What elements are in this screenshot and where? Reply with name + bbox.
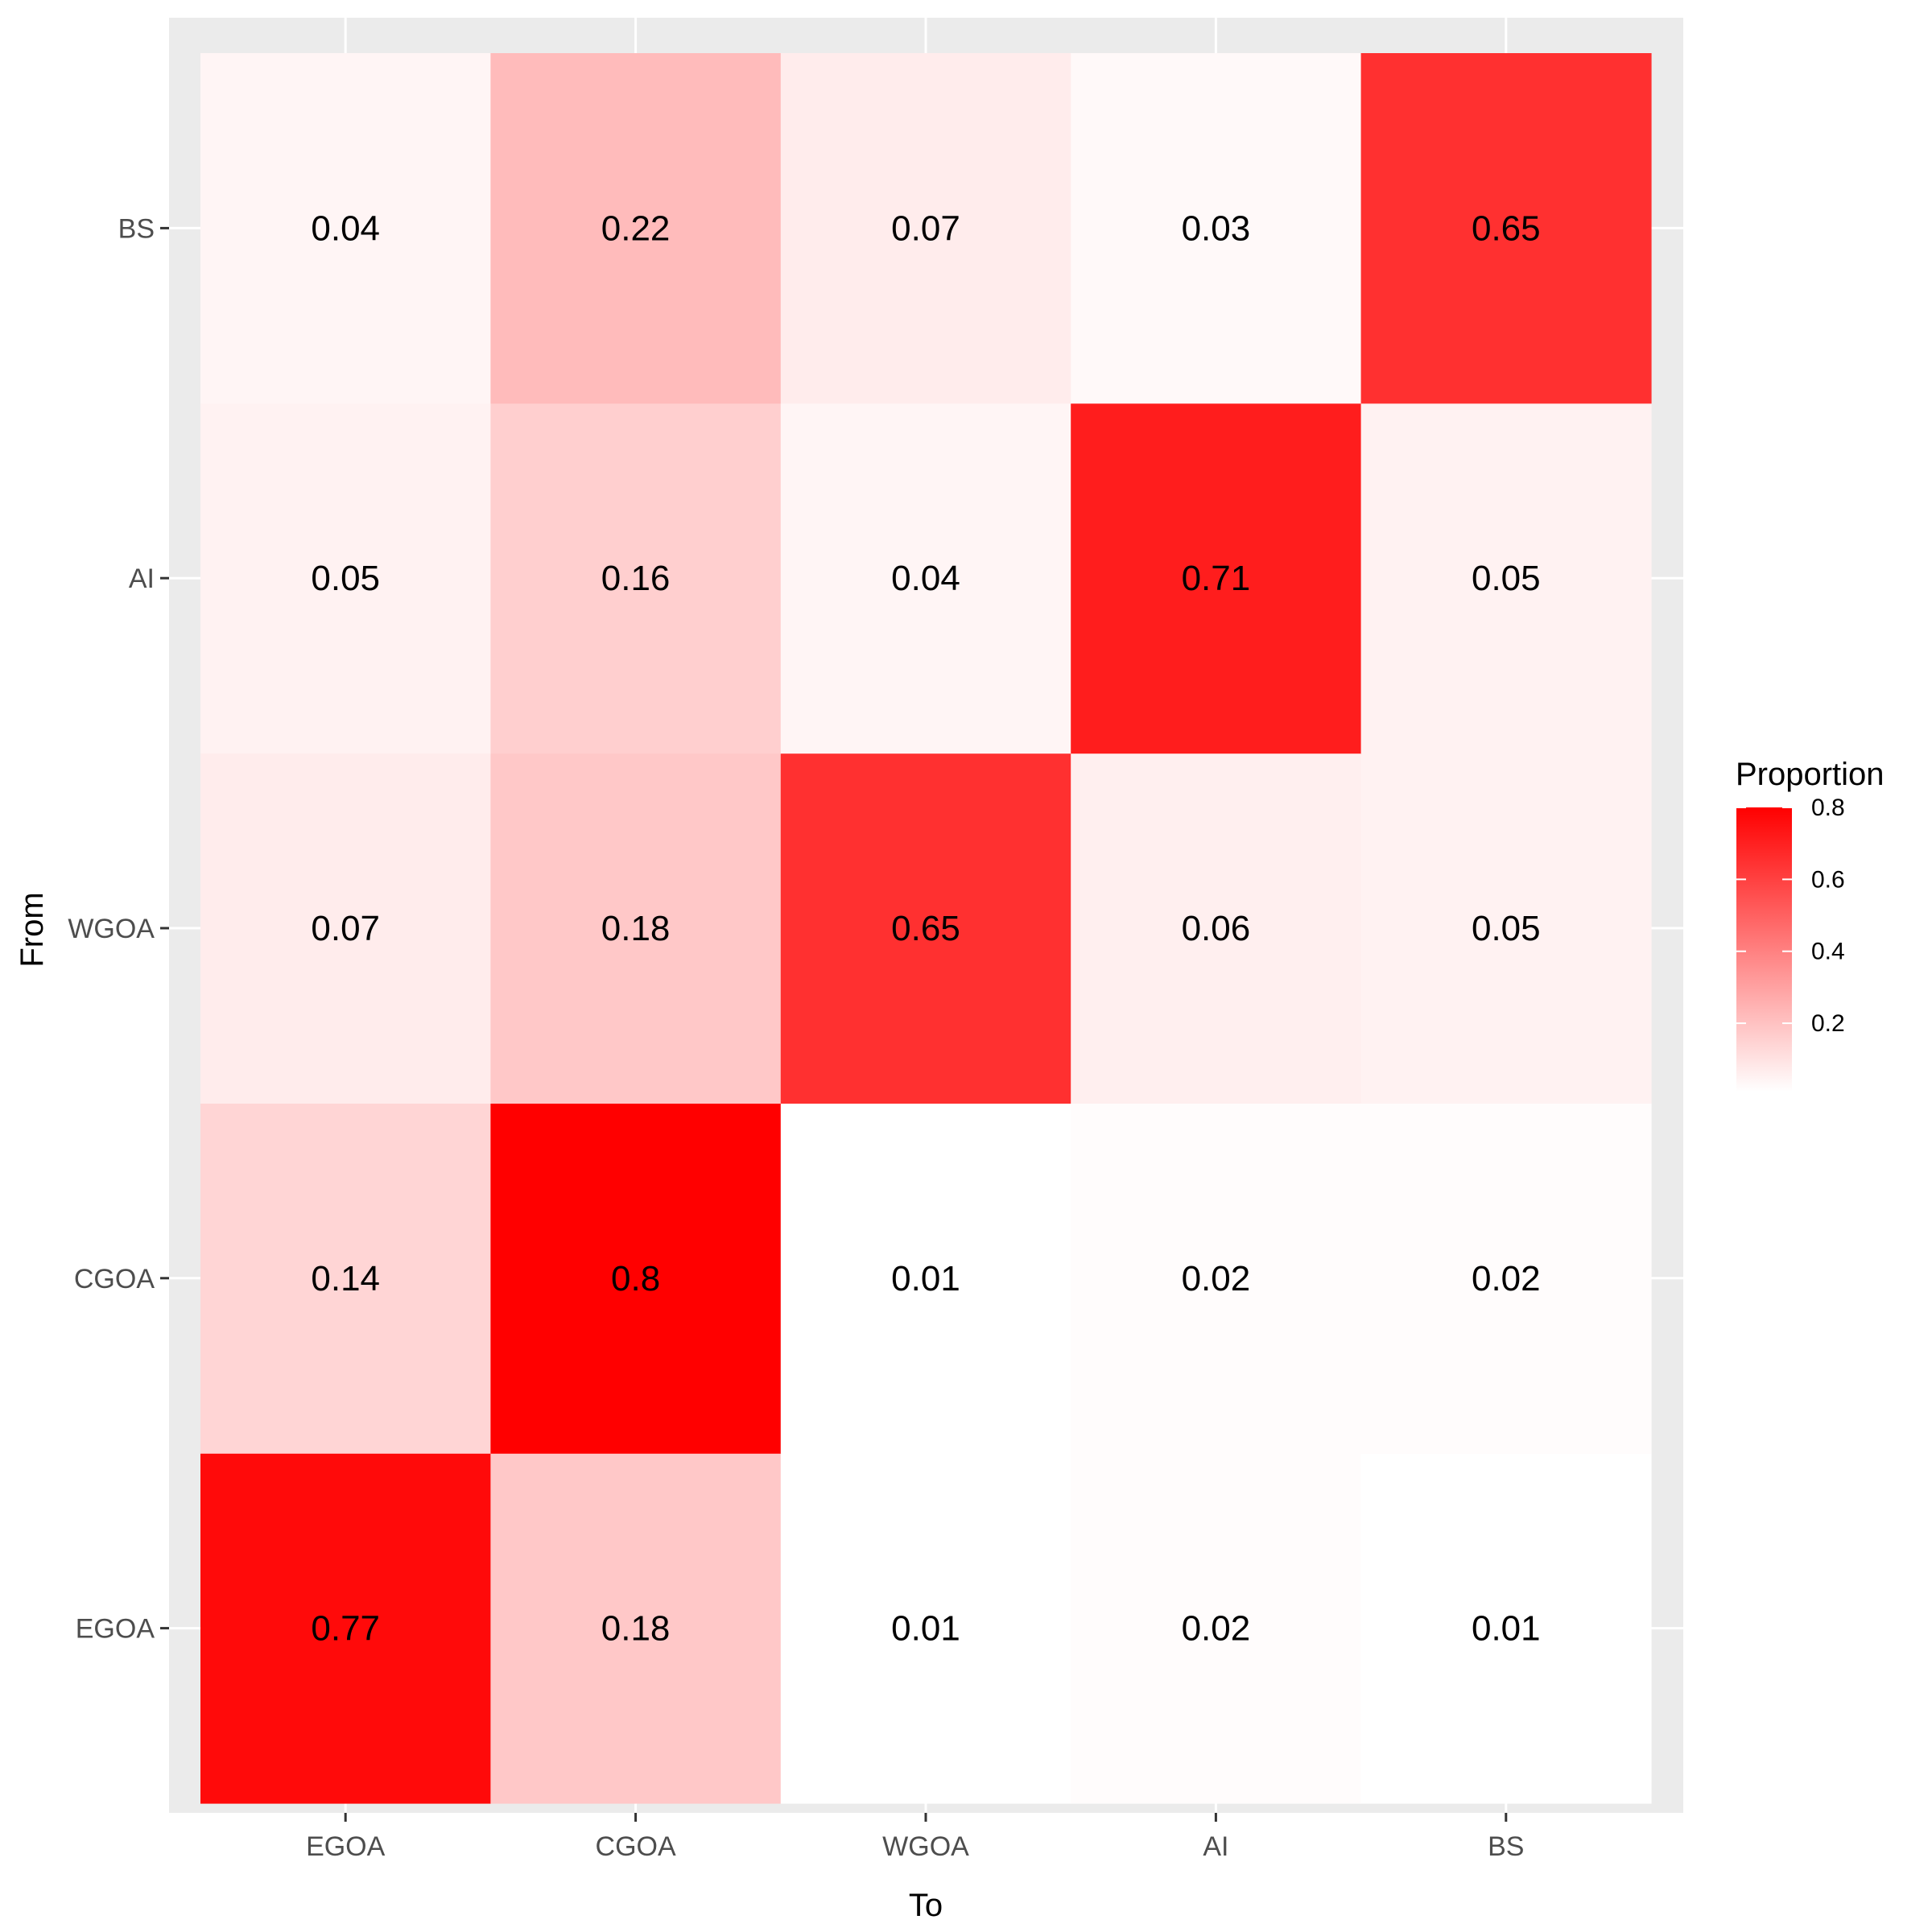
legend-tick-label: 0.6 [1811,866,1845,893]
cell-value-label: 0.8 [611,1259,660,1298]
x-tick-label: CGOA [596,1831,676,1862]
cell-value-label: 0.07 [891,208,960,248]
y-tick-label: BS [118,213,155,244]
legend-colorbar [1736,807,1792,1092]
heatmap-cell [490,402,782,754]
legend-title: Proportion [1736,757,1885,792]
cell-value-label: 0.02 [1182,1609,1251,1649]
heatmap-cell [1071,53,1362,404]
legend: Proportion 0.2 0.4 0.6 0.8 [1736,757,1885,1092]
y-tick-label: EGOA [76,1614,155,1645]
heatmap-cell [780,402,1071,754]
cell-value-label: 0.02 [1182,1259,1251,1298]
x-axis: EGOA CGOA WGOA AI BS [306,1813,1524,1862]
x-tick-label: BS [1488,1831,1524,1862]
cell-value-label: 0.77 [311,1609,380,1649]
cell-labels: 0.77 0.18 0.01 0.02 0.01 0.14 0.8 0.01 0.02 0.02 0… [311,208,1540,1648]
y-axis-title: From [14,892,50,967]
heatmap-cell [1071,402,1362,754]
heatmap-cell [490,1103,782,1454]
heatmap-cell [200,53,491,404]
cell-value-label: 0.02 [1472,1259,1541,1298]
cell-value-label: 0.05 [1472,909,1541,948]
cell-value-label: 0.04 [311,208,380,248]
heatmap-cell [490,53,782,404]
heatmap-cell [1360,1103,1652,1454]
cell-value-label: 0.07 [311,909,380,948]
cell-value-label: 0.04 [891,559,960,598]
legend-ticks: 0.2 0.4 0.6 0.8 [1736,795,1845,1037]
cell-value-label: 0.05 [311,559,380,598]
cell-value-label: 0.05 [1472,559,1541,598]
y-tick-label: WGOA [68,914,155,944]
heatmap-cell [1360,402,1652,754]
heatmap-cell [200,402,491,754]
cell-value-label: 0.22 [601,208,671,248]
x-tick-label: WGOA [882,1831,969,1862]
heatmap-cells [200,53,1652,1804]
x-tick-label: AI [1203,1831,1228,1862]
heatmap-cell [1071,1103,1362,1454]
y-tick-label: AI [129,564,155,594]
heatmap-cell [1071,753,1362,1104]
heatmap-cell [1071,1453,1362,1804]
cell-value-label: 0.65 [891,909,960,948]
heatmap-cell [1360,1453,1652,1804]
heatmap-cell [780,753,1071,1104]
cell-value-label: 0.14 [311,1259,380,1298]
cell-value-label: 0.03 [1182,208,1251,248]
cell-value-label: 0.65 [1472,208,1541,248]
heatmap-cell [780,1103,1071,1454]
heatmap-cell [780,1453,1071,1804]
cell-value-label: 0.01 [1472,1609,1541,1649]
heatmap-cell [200,753,491,1104]
heatmap-cell [200,1103,491,1454]
cell-value-label: 0.18 [601,909,671,948]
legend-tick-label: 0.8 [1811,795,1845,821]
cell-value-label: 0.06 [1182,909,1251,948]
heatmap-cell [490,753,782,1104]
legend-tick-label: 0.2 [1811,1010,1845,1037]
heatmap-cell [200,1453,491,1804]
legend-tick-label: 0.4 [1811,939,1845,965]
heatmap-cell [490,1453,782,1804]
cell-value-label: 0.16 [601,559,671,598]
y-tick-label: CGOA [74,1264,155,1294]
cell-value-label: 0.01 [891,1259,960,1298]
cell-value-label: 0.18 [601,1609,671,1649]
cell-value-label: 0.71 [1182,559,1251,598]
heatmap-cell [1360,753,1652,1104]
y-axis: EGOA CGOA WGOA AI BS [68,213,169,1645]
heatmap-cell [1360,53,1652,404]
x-tick-label: EGOA [306,1831,386,1862]
x-axis-title: To [909,1888,943,1923]
cell-value-label: 0.01 [891,1609,960,1649]
heatmap-cell [780,53,1071,404]
